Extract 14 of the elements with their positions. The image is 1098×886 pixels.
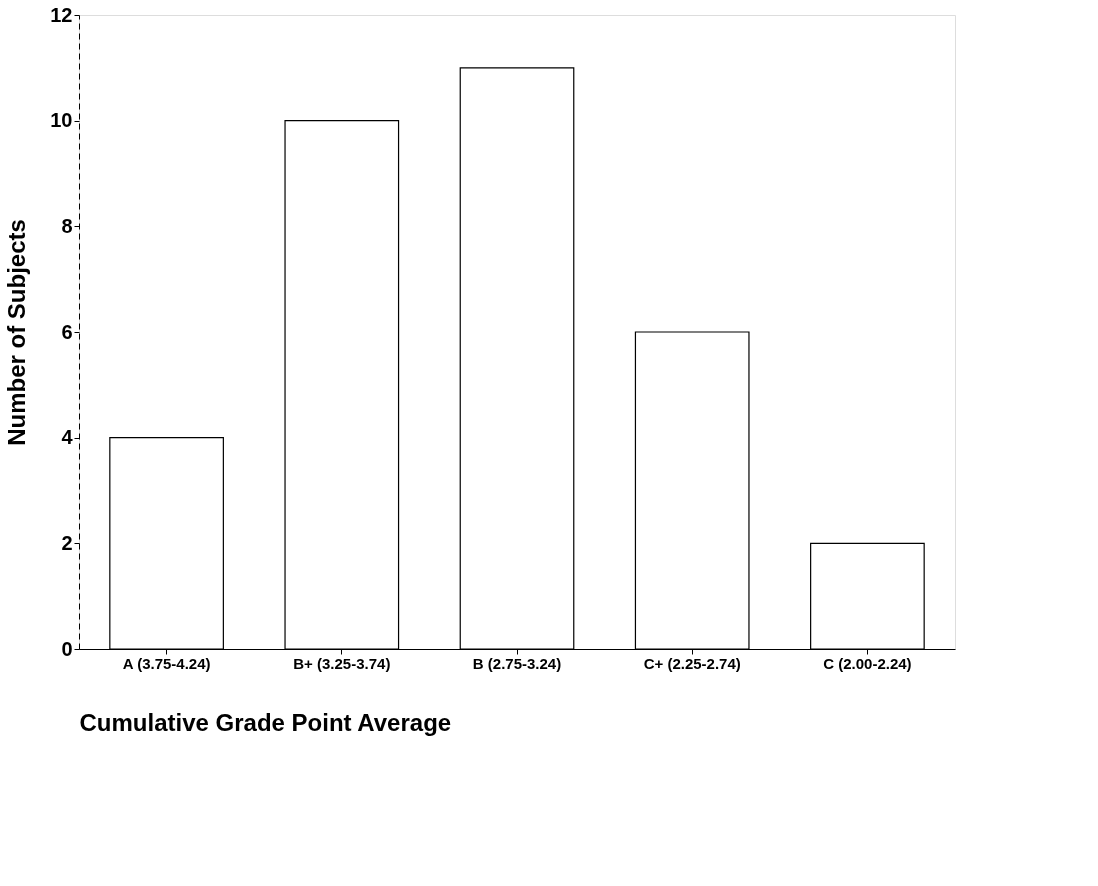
y-axis-title: Number of Subjects (3, 219, 31, 446)
x-tick-label: B+ (3.25-3.74) (293, 654, 391, 672)
x-axis-title: Cumulative Grade Point Average (79, 708, 452, 736)
x-tick-label: A (3.75-4.24) (122, 654, 211, 672)
x-tick-label: C+ (2.25-2.74) (643, 654, 741, 672)
y-tick-label: 0 (61, 637, 73, 660)
x-tick-label: C (2.00-2.24) (823, 654, 912, 672)
y-tick-label: 12 (50, 3, 73, 26)
y-tick-label: 2 (61, 531, 73, 554)
y-tick-label: 6 (61, 320, 73, 343)
y-tick-label: 10 (50, 109, 73, 132)
y-tick-label: 8 (61, 214, 73, 237)
x-tick-label: B (2.75-3.24) (472, 654, 562, 672)
y-tick-label: 4 (61, 426, 74, 449)
